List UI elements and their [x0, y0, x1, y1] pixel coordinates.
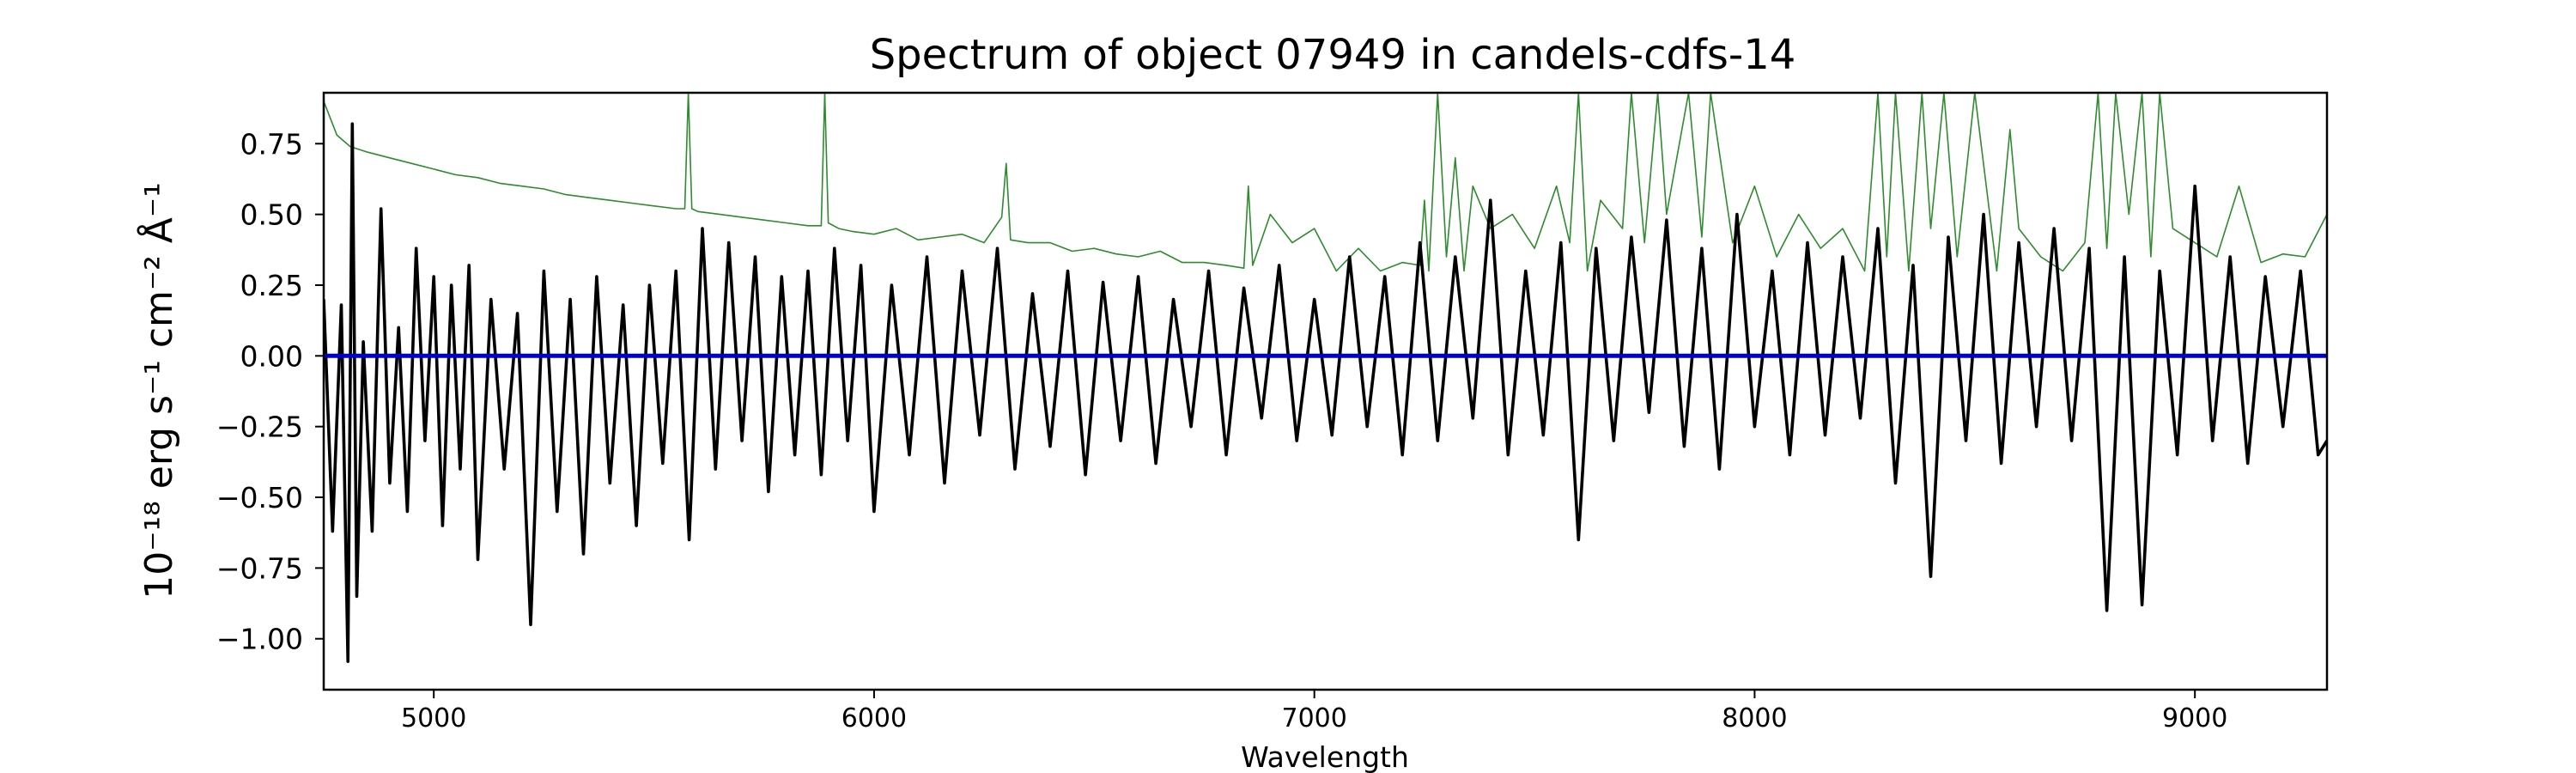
- y-tick-label: −0.25: [216, 411, 303, 444]
- plot-frame: [322, 91, 2329, 691]
- y-axis-label: 10⁻¹⁸ erg s⁻¹ cm⁻² Å⁻¹: [136, 182, 181, 599]
- flux-series-line: [324, 122, 2327, 663]
- y-tick-label: 0.75: [240, 127, 303, 161]
- x-axis: 5000 6000 7000 8000 9000: [401, 690, 2227, 733]
- series-layer: [324, 93, 2327, 663]
- y-tick-label: −0.50: [216, 481, 303, 514]
- x-tick-label: 8000: [1722, 703, 1787, 733]
- y-tick-label: 0.25: [240, 269, 303, 302]
- x-tick-label: 5000: [401, 703, 466, 733]
- x-tick-label: 9000: [2162, 703, 2227, 733]
- y-tick-label: 0.50: [240, 198, 303, 232]
- noise-series-line: [324, 93, 2327, 272]
- y-tick-label: −0.75: [216, 551, 303, 585]
- x-tick-label: 7000: [1282, 703, 1347, 733]
- y-tick-label: −1.00: [216, 623, 303, 656]
- x-tick-label: 6000: [841, 703, 907, 733]
- x-axis-label: Wavelength: [1241, 740, 1409, 773]
- chart-title: Spectrum of object 07949 in candels-cdfs…: [870, 31, 1796, 79]
- y-tick-label: 0.00: [240, 339, 303, 373]
- y-axis: 0.75 0.50 0.25 0.00 −0.25 −0.50 −0.75 −1.00: [216, 127, 324, 656]
